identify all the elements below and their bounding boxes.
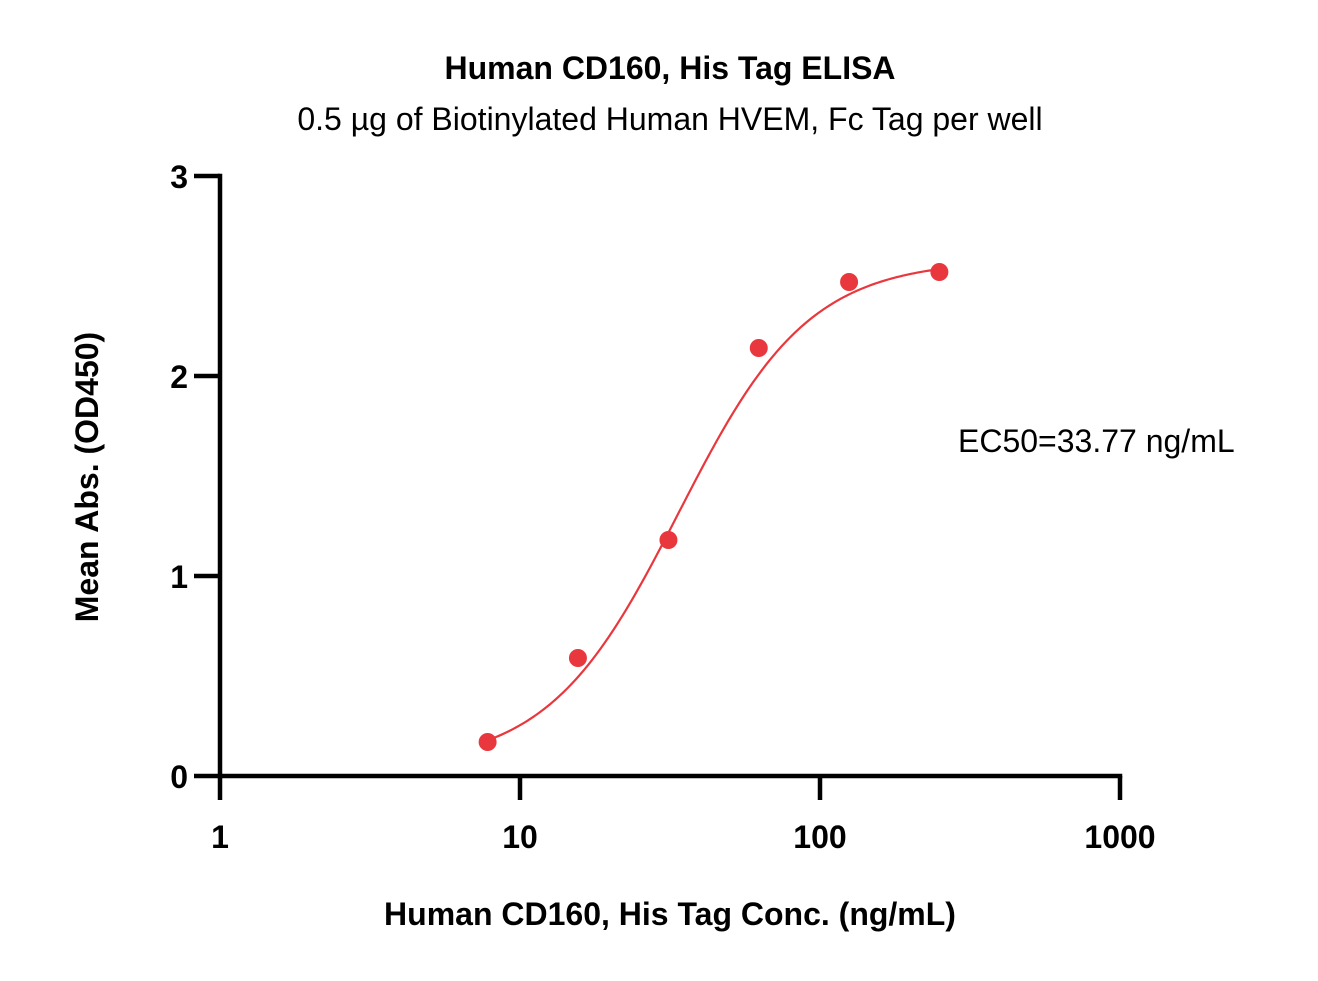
fit-curve-group (487, 267, 940, 742)
data-point (930, 263, 949, 281)
x-tick-label: 1 (211, 819, 229, 855)
chart-subtitle: 0.5 µg of Biotinylated Human HVEM, Fc Ta… (297, 101, 1042, 137)
chart-title: Human CD160, His Tag ELISA (444, 50, 895, 86)
data-point (659, 531, 678, 549)
y-axis-title: Mean Abs. (OD450) (69, 332, 105, 622)
y-tick-label: 1 (170, 559, 188, 595)
x-tick-label: 100 (793, 819, 846, 855)
x-axis-title: Human CD160, His Tag Conc. (ng/mL) (384, 896, 956, 932)
y-tick-label: 3 (170, 159, 188, 195)
x-tick-label: 1000 (1084, 819, 1155, 855)
fit-curve (487, 267, 940, 742)
data-point (749, 339, 768, 357)
ec50-annotation: EC50=33.77 ng/mL (958, 423, 1235, 459)
data-point (568, 649, 587, 667)
data-points (478, 263, 949, 751)
data-point (840, 273, 859, 291)
y-tick-label: 0 (170, 759, 188, 795)
y-tick-label: 2 (170, 359, 188, 395)
data-point (478, 733, 497, 751)
axes (217, 173, 1123, 779)
x-tick-label: 10 (502, 819, 538, 855)
